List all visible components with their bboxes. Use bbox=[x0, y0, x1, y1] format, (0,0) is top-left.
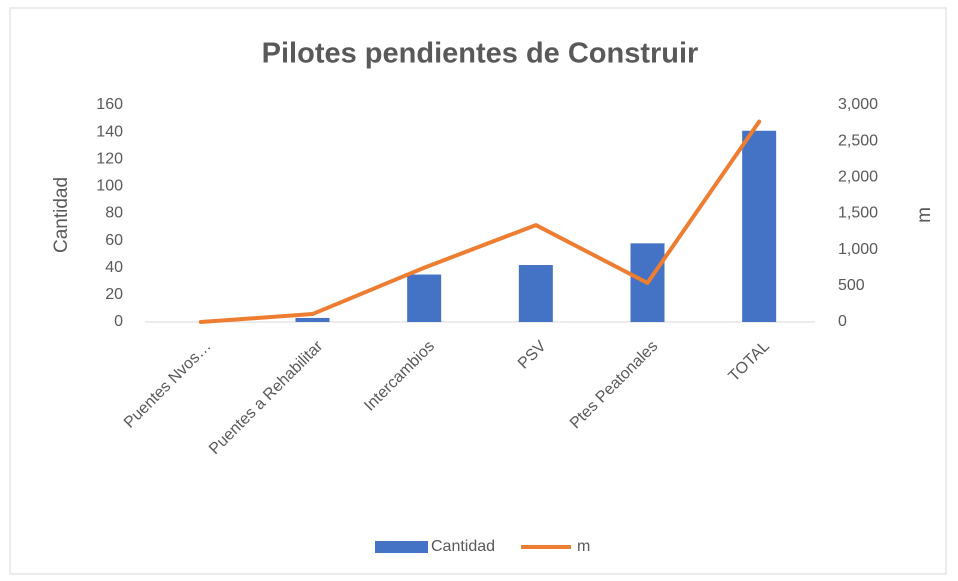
y-tick-label: 120 bbox=[96, 150, 123, 167]
y2-tick-label: 3,000 bbox=[838, 96, 878, 113]
y2-tick-label: 0 bbox=[838, 313, 847, 330]
y2-tick-label: 2,500 bbox=[838, 132, 878, 149]
legend-label: Cantidad bbox=[431, 538, 495, 555]
y2-tick-label: 1,500 bbox=[838, 205, 878, 222]
y-tick-label: 160 bbox=[96, 96, 123, 113]
bar bbox=[518, 265, 553, 322]
y2-axis-label: m bbox=[914, 207, 935, 223]
y-tick-label: 20 bbox=[105, 286, 123, 303]
bar bbox=[742, 130, 777, 322]
y-tick-label: 0 bbox=[114, 313, 123, 330]
y-tick-label: 100 bbox=[96, 178, 123, 195]
chart-title: Pilotes pendientes de Construir bbox=[262, 38, 699, 70]
y-tick-label: 60 bbox=[105, 232, 123, 249]
y2-tick-label: 2,000 bbox=[838, 169, 878, 186]
bar bbox=[295, 317, 330, 322]
y-tick-label: 40 bbox=[105, 259, 123, 276]
legend-label: m bbox=[577, 538, 590, 555]
y-tick-label: 140 bbox=[96, 123, 123, 140]
chart-frame bbox=[9, 7, 947, 575]
y2-tick-label: 500 bbox=[838, 277, 865, 294]
line bbox=[198, 119, 762, 324]
y2-tick-label: 1,000 bbox=[838, 241, 878, 258]
bar bbox=[407, 274, 442, 322]
y-axis-label: Cantidad bbox=[51, 177, 72, 253]
y-tick-label: 80 bbox=[105, 205, 123, 222]
legend-swatch bbox=[375, 541, 428, 553]
